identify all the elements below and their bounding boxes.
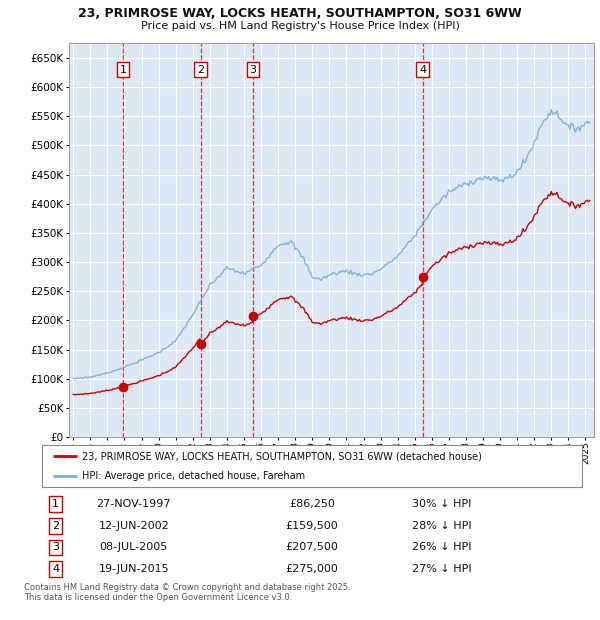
Text: £275,000: £275,000 <box>286 564 338 574</box>
Text: 3: 3 <box>250 64 257 74</box>
Text: 1: 1 <box>119 64 127 74</box>
Text: 4: 4 <box>52 564 59 574</box>
Text: £207,500: £207,500 <box>286 542 338 552</box>
Text: 3: 3 <box>52 542 59 552</box>
Text: 1: 1 <box>52 499 59 509</box>
Text: 23, PRIMROSE WAY, LOCKS HEATH, SOUTHAMPTON, SO31 6WW (detached house): 23, PRIMROSE WAY, LOCKS HEATH, SOUTHAMPT… <box>83 451 482 461</box>
Text: 2: 2 <box>197 64 204 74</box>
Text: This data is licensed under the Open Government Licence v3.0.: This data is licensed under the Open Gov… <box>24 593 292 602</box>
Text: £86,250: £86,250 <box>289 499 335 509</box>
Text: Contains HM Land Registry data © Crown copyright and database right 2025.: Contains HM Land Registry data © Crown c… <box>24 583 350 592</box>
Text: 19-JUN-2015: 19-JUN-2015 <box>98 564 169 574</box>
Text: 28% ↓ HPI: 28% ↓ HPI <box>412 521 472 531</box>
Text: 08-JUL-2005: 08-JUL-2005 <box>100 542 168 552</box>
Text: 2: 2 <box>52 521 59 531</box>
Text: 30% ↓ HPI: 30% ↓ HPI <box>412 499 471 509</box>
Text: Price paid vs. HM Land Registry's House Price Index (HPI): Price paid vs. HM Land Registry's House … <box>140 21 460 31</box>
Text: 26% ↓ HPI: 26% ↓ HPI <box>412 542 472 552</box>
Text: HPI: Average price, detached house, Fareham: HPI: Average price, detached house, Fare… <box>83 471 305 480</box>
Text: 27-NOV-1997: 27-NOV-1997 <box>97 499 171 509</box>
Text: 12-JUN-2002: 12-JUN-2002 <box>98 521 169 531</box>
Text: 4: 4 <box>419 64 426 74</box>
Text: 27% ↓ HPI: 27% ↓ HPI <box>412 564 472 574</box>
Text: 23, PRIMROSE WAY, LOCKS HEATH, SOUTHAMPTON, SO31 6WW: 23, PRIMROSE WAY, LOCKS HEATH, SOUTHAMPT… <box>78 7 522 20</box>
Text: £159,500: £159,500 <box>286 521 338 531</box>
